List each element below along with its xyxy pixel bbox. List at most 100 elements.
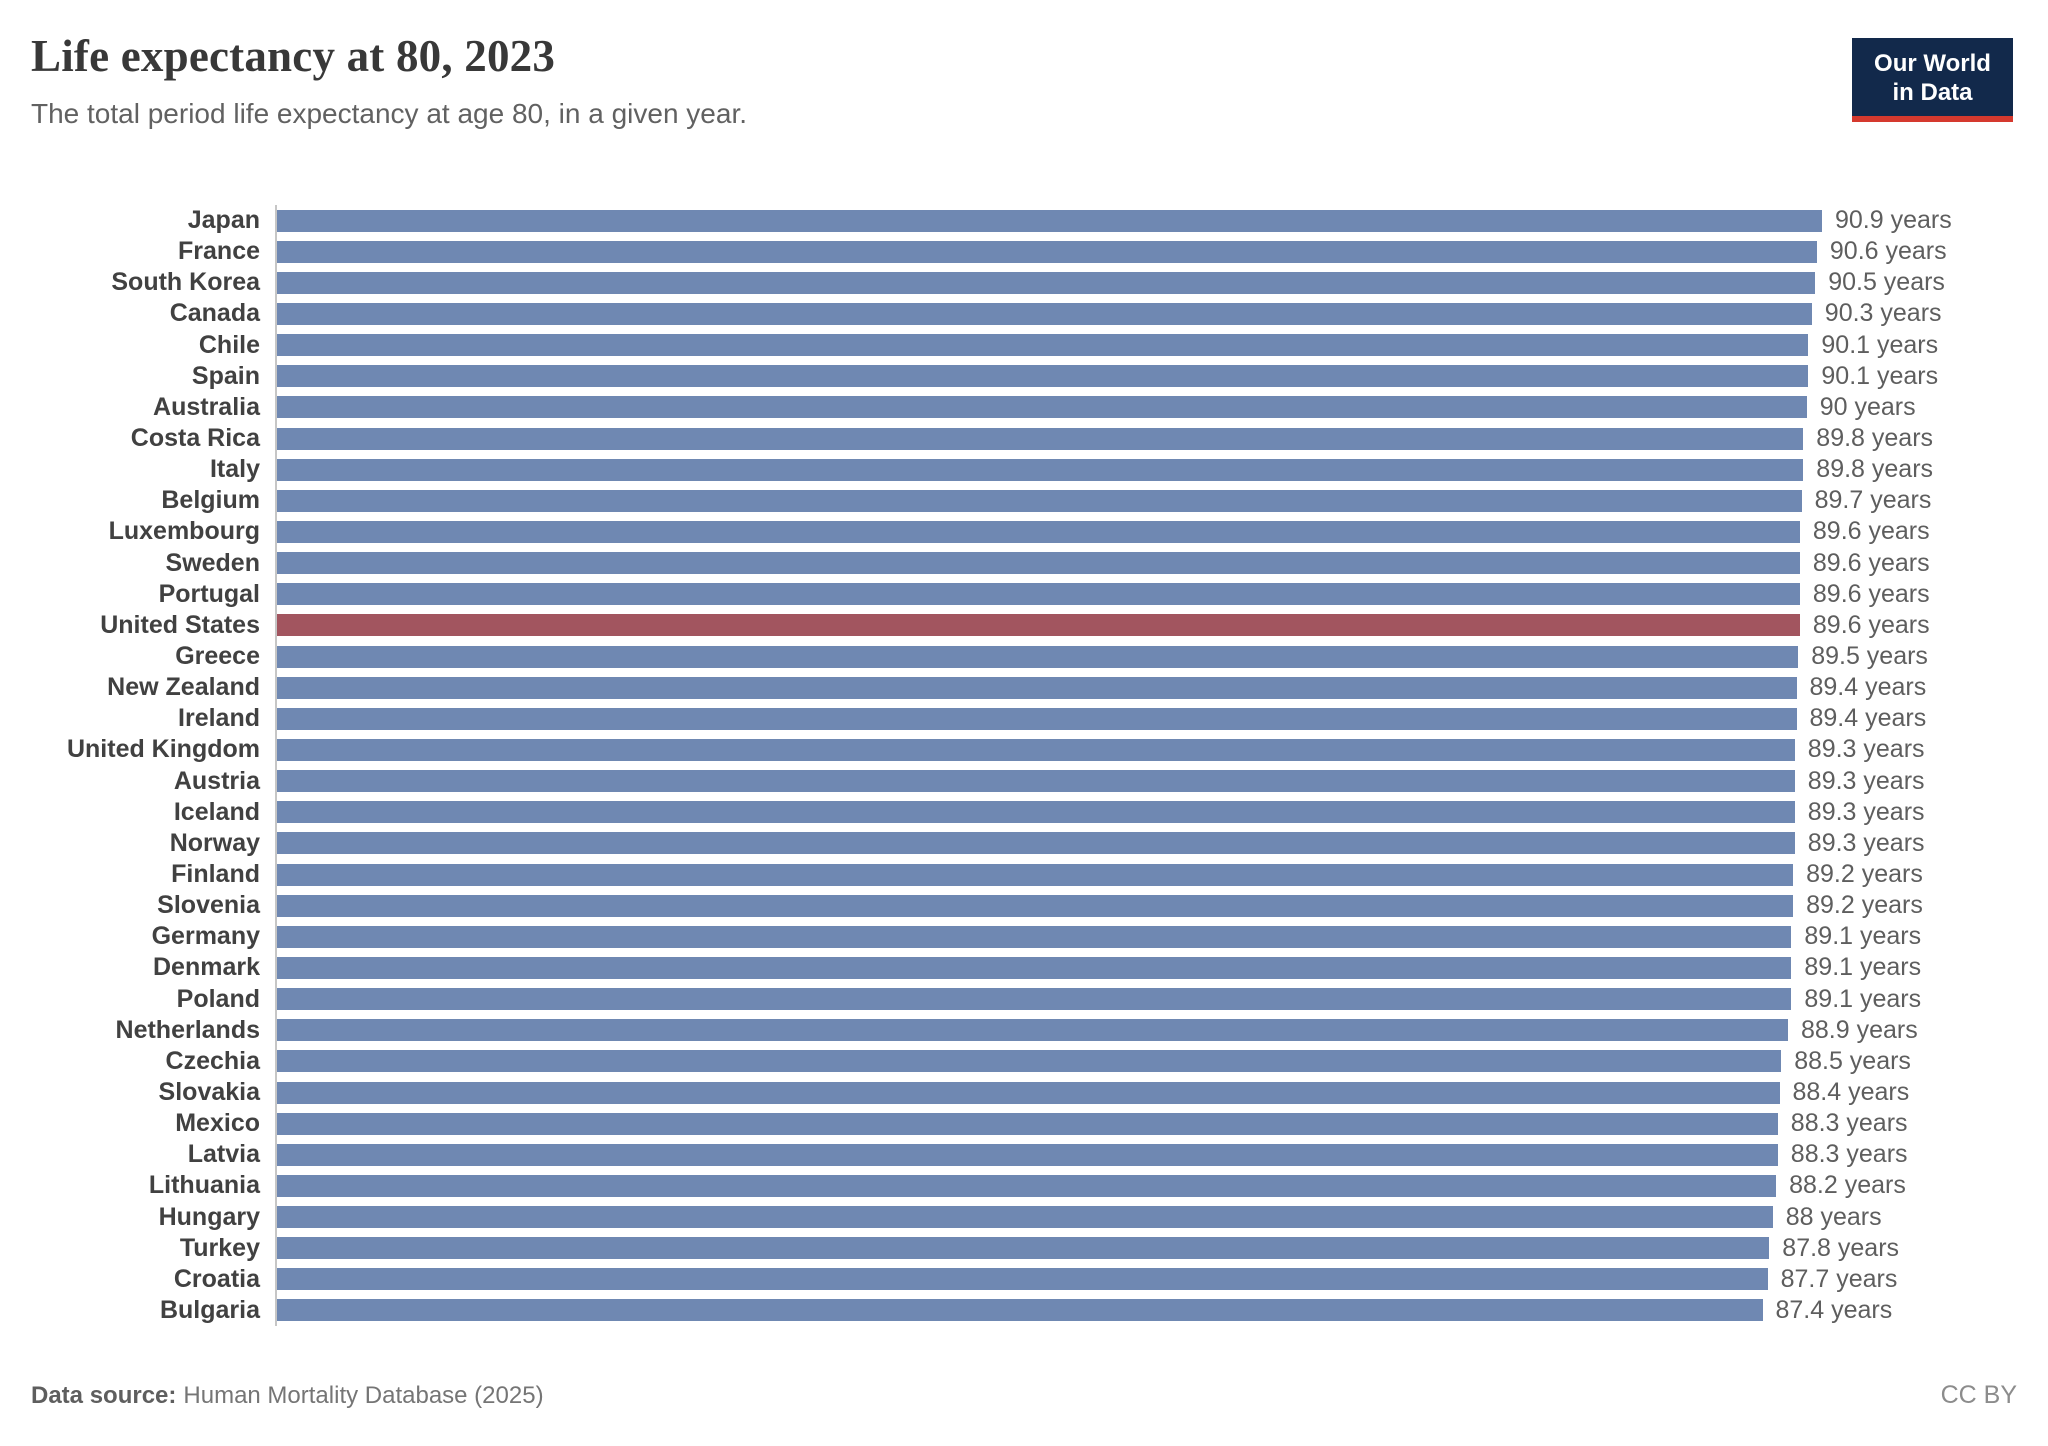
bar[interactable] — [277, 520, 1800, 543]
bar-area: 90.6 years — [275, 236, 2017, 268]
bar[interactable] — [277, 1081, 1780, 1104]
chart-row: Mexico 88.3 years — [31, 1108, 2017, 1140]
country-label[interactable]: Croatia — [173, 1264, 260, 1293]
bar[interactable] — [277, 1299, 1763, 1322]
country-label[interactable]: Bulgaria — [159, 1295, 260, 1324]
value-label: 89.7 years — [1814, 486, 1932, 515]
country-label[interactable]: Hungary — [158, 1202, 260, 1231]
bar-area: 89.6 years — [275, 609, 2017, 641]
bar-highlighted[interactable] — [277, 614, 1800, 637]
bar[interactable] — [277, 894, 1794, 917]
bar[interactable] — [277, 458, 1804, 481]
chart-row: Slovenia 89.2 years — [31, 890, 2017, 922]
bar[interactable] — [277, 1206, 1773, 1229]
value-label: 89.4 years — [1809, 673, 1927, 702]
country-label[interactable]: Austria — [173, 766, 260, 795]
bar[interactable] — [277, 956, 1792, 979]
chart-row: Poland 89.1 years — [31, 983, 2017, 1015]
country-label[interactable]: France — [178, 237, 260, 266]
chart-footer: Data source: Human Mortality Database (20… — [31, 1381, 2017, 1410]
chart-row: Bulgaria 87.4 years — [31, 1294, 2017, 1327]
license-link[interactable]: CC BY — [1940, 1381, 2017, 1409]
value-label: 89.3 years — [1807, 766, 1925, 795]
country-label[interactable]: United Kingdom — [66, 735, 260, 764]
page-subtitle: The total period life expectancy at age … — [31, 98, 748, 129]
country-label[interactable]: Mexico — [175, 1109, 260, 1138]
country-label[interactable]: Luxembourg — [108, 517, 260, 546]
bar-area: 89.6 years — [275, 578, 2017, 610]
bar-area: 88.4 years — [275, 1076, 2017, 1109]
bar[interactable] — [277, 770, 1795, 793]
bar[interactable] — [277, 365, 1809, 388]
country-label[interactable]: Iceland — [173, 797, 260, 826]
country-label[interactable]: Australia — [153, 392, 260, 421]
country-label[interactable]: Lithuania — [148, 1171, 260, 1200]
bar[interactable] — [277, 302, 1812, 325]
country-label[interactable]: Turkey — [179, 1233, 260, 1262]
bar-area: 89.7 years — [275, 485, 2017, 517]
country-label[interactable]: Czechia — [165, 1046, 260, 1075]
bar[interactable] — [277, 863, 1794, 886]
bar[interactable] — [277, 645, 1799, 668]
country-label[interactable]: Chile — [198, 330, 260, 359]
chart-row: Chile 90.1 years — [31, 329, 2017, 361]
country-label[interactable]: Canada — [169, 299, 260, 328]
country-label[interactable]: Sweden — [165, 548, 260, 577]
country-label[interactable]: Italy — [209, 455, 260, 484]
bar[interactable] — [277, 925, 1792, 948]
bar[interactable] — [277, 988, 1792, 1011]
bar-area: 90.5 years — [275, 267, 2017, 299]
bar[interactable] — [277, 489, 1802, 512]
bar-chart: Japan 90.9 years France 90.6 years South Kor… — [31, 205, 2017, 1327]
bar-area: 90 years — [275, 391, 2017, 423]
bar[interactable] — [277, 552, 1800, 575]
country-label[interactable]: Finland — [171, 859, 260, 888]
bar[interactable] — [277, 832, 1795, 855]
bar[interactable] — [277, 396, 1807, 419]
country-label[interactable]: Belgium — [161, 486, 260, 515]
country-label[interactable]: Germany — [151, 922, 260, 951]
bar[interactable] — [277, 1237, 1770, 1260]
country-label[interactable]: Spain — [191, 361, 260, 390]
bar-area: 89.3 years — [275, 796, 2017, 828]
value-label: 89.1 years — [1804, 953, 1922, 982]
bar[interactable] — [277, 738, 1795, 761]
country-label[interactable]: New Zealand — [107, 673, 260, 702]
bar[interactable] — [277, 1050, 1782, 1073]
bar[interactable] — [277, 1143, 1778, 1166]
country-label[interactable]: Latvia — [187, 1140, 260, 1169]
bar[interactable] — [277, 583, 1800, 606]
country-label[interactable]: Netherlands — [115, 1015, 260, 1044]
country-label[interactable]: South Korea — [111, 268, 260, 297]
owid-logo[interactable]: Our World in Data — [1852, 38, 2013, 122]
bar[interactable] — [277, 801, 1795, 824]
country-label[interactable]: Greece — [175, 641, 260, 670]
bar[interactable] — [277, 271, 1816, 294]
country-label[interactable]: Norway — [169, 828, 260, 857]
bar[interactable] — [277, 1019, 1788, 1042]
bar-area: 87.4 years — [275, 1294, 2017, 1327]
country-label[interactable]: Portugal — [158, 579, 260, 608]
chart-row: Luxembourg 89.6 years — [31, 516, 2017, 548]
bar-area: 88.9 years — [275, 1014, 2017, 1046]
bar[interactable] — [277, 676, 1797, 699]
bar[interactable] — [277, 209, 1822, 232]
country-label[interactable]: Slovakia — [158, 1077, 260, 1106]
bar[interactable] — [277, 240, 1817, 263]
chart-row: Greece 89.5 years — [31, 640, 2017, 673]
bar[interactable] — [277, 334, 1809, 357]
country-label[interactable]: United States — [100, 610, 260, 639]
bar[interactable] — [277, 1112, 1778, 1135]
country-label[interactable]: Poland — [176, 984, 260, 1013]
bar[interactable] — [277, 1174, 1777, 1197]
country-label[interactable]: Ireland — [178, 704, 260, 733]
bar[interactable] — [277, 427, 1804, 450]
country-label[interactable]: Costa Rica — [130, 423, 260, 452]
value-label: 89.6 years — [1812, 579, 1930, 608]
bar[interactable] — [277, 1268, 1768, 1291]
country-label[interactable]: Denmark — [153, 953, 260, 982]
country-label[interactable]: Japan — [187, 206, 260, 234]
bar[interactable] — [277, 707, 1797, 730]
country-label[interactable]: Slovenia — [157, 891, 260, 920]
